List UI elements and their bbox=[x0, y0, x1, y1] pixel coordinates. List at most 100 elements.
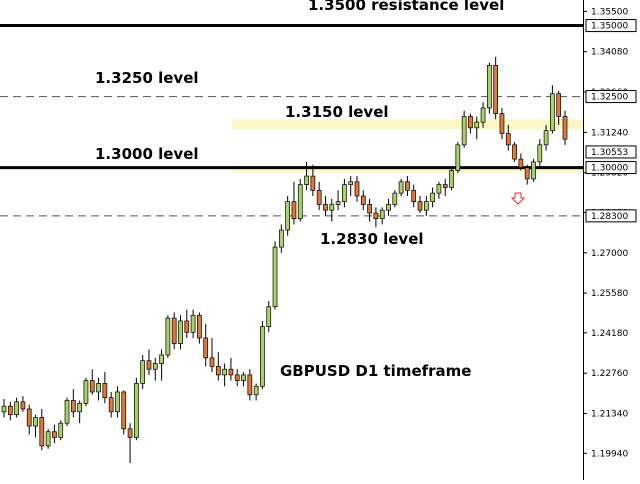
zone-13000 bbox=[232, 166, 583, 173]
candle bbox=[83, 377, 89, 407]
tick-label: 1.19940 bbox=[591, 449, 628, 459]
candle bbox=[310, 164, 316, 196]
level-13250-price-tag-text: 1.32500 bbox=[591, 93, 628, 103]
candle bbox=[411, 184, 417, 208]
candle-body bbox=[159, 354, 164, 364]
candle-body bbox=[417, 201, 423, 211]
candle bbox=[140, 355, 146, 390]
candle bbox=[171, 312, 177, 350]
candle bbox=[455, 142, 461, 174]
candle bbox=[52, 424, 57, 444]
candle bbox=[297, 178, 303, 222]
candle bbox=[392, 190, 398, 208]
candle-body bbox=[329, 204, 335, 211]
candle bbox=[335, 190, 341, 211]
candle-body bbox=[342, 184, 347, 203]
candle-body bbox=[455, 144, 461, 171]
down-arrow-icon bbox=[510, 192, 526, 205]
candle bbox=[165, 315, 171, 358]
candle bbox=[360, 190, 366, 211]
candle bbox=[512, 142, 517, 162]
candles-layer bbox=[1, 56, 568, 463]
candle-body bbox=[77, 402, 82, 413]
candle-body bbox=[45, 431, 51, 447]
candle bbox=[323, 195, 328, 216]
candle bbox=[304, 161, 309, 191]
candle-body bbox=[512, 144, 517, 160]
candle bbox=[367, 198, 372, 222]
level-12830-label: 1.2830 level bbox=[320, 230, 424, 248]
candle-body bbox=[83, 380, 89, 404]
candle bbox=[285, 195, 291, 236]
candle-body bbox=[461, 116, 467, 146]
annotations-layer: 1.3500 resistance level 1.3250 level 1.315… bbox=[95, 0, 504, 248]
level-13000-price-tag: 1.30000 bbox=[585, 161, 637, 175]
candle-body bbox=[152, 363, 158, 370]
candle-body bbox=[430, 192, 435, 203]
candle-body bbox=[335, 201, 341, 205]
candle-body bbox=[550, 93, 555, 132]
candle-body bbox=[386, 204, 391, 211]
candle-body bbox=[297, 184, 303, 220]
tick-label: 1.22760 bbox=[591, 369, 628, 379]
candle-body bbox=[524, 167, 530, 180]
candle bbox=[329, 198, 335, 222]
tick-label: 1.35500 bbox=[591, 7, 628, 17]
level-12830-price-tag-text: 1.28300 bbox=[591, 212, 628, 222]
candle-body bbox=[14, 401, 19, 416]
candle bbox=[190, 309, 196, 338]
candle-body bbox=[7, 405, 13, 416]
candle-body bbox=[398, 181, 404, 194]
chart-title: GBPUSD D1 timeframe bbox=[280, 362, 471, 380]
candle-body bbox=[493, 64, 499, 114]
candle bbox=[178, 315, 183, 350]
candle bbox=[215, 352, 221, 381]
candle bbox=[405, 176, 410, 196]
zones-layer bbox=[232, 119, 583, 173]
candle bbox=[493, 56, 499, 120]
candle-body bbox=[20, 401, 26, 410]
candle-body bbox=[115, 391, 120, 413]
candle bbox=[1, 399, 7, 418]
candle-body bbox=[304, 175, 309, 185]
candle bbox=[278, 224, 284, 253]
candle bbox=[203, 323, 209, 367]
candle-body bbox=[499, 113, 505, 134]
level-13150-label: 1.3150 level bbox=[285, 103, 389, 121]
candle bbox=[115, 386, 120, 418]
candle bbox=[354, 176, 360, 202]
arrow-layer bbox=[510, 192, 526, 205]
candle-body bbox=[272, 246, 278, 308]
candle-body bbox=[556, 93, 562, 117]
candle-body bbox=[108, 397, 114, 413]
candle-body bbox=[89, 380, 95, 393]
candle-body bbox=[316, 189, 322, 205]
level-13250-price-tag-box bbox=[585, 90, 637, 104]
candle bbox=[487, 62, 492, 114]
candle-body bbox=[474, 121, 480, 129]
tick-label: 1.34080 bbox=[591, 48, 628, 58]
candle-body bbox=[379, 209, 385, 220]
candle bbox=[70, 389, 76, 418]
candle-body bbox=[241, 374, 246, 381]
resistance-price-tag: 1.35000 bbox=[585, 19, 637, 33]
candle-body bbox=[487, 64, 492, 109]
tick-label: 1.27000 bbox=[591, 249, 628, 259]
current-price-tag: 1.30553 bbox=[585, 145, 637, 159]
candle bbox=[348, 176, 354, 196]
candle-body bbox=[197, 314, 202, 339]
candle bbox=[121, 390, 127, 435]
candle bbox=[430, 187, 435, 208]
candle bbox=[543, 124, 549, 151]
candle bbox=[556, 90, 562, 125]
candle bbox=[272, 241, 278, 310]
tick-label: 1.25580 bbox=[591, 289, 628, 299]
candle-body bbox=[178, 320, 183, 345]
candle-body bbox=[102, 383, 108, 398]
candle-body bbox=[278, 229, 284, 248]
candle-body bbox=[537, 144, 543, 163]
candle bbox=[89, 369, 95, 395]
candle bbox=[127, 423, 133, 463]
candle-body bbox=[260, 326, 265, 387]
